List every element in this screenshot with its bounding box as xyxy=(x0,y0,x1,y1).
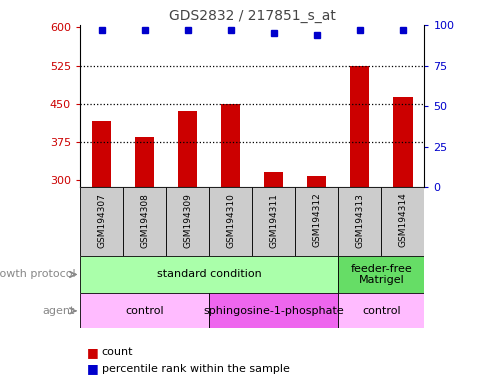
Bar xyxy=(295,187,337,255)
Bar xyxy=(380,187,424,255)
Bar xyxy=(393,98,412,187)
Text: feeder-free
Matrigel: feeder-free Matrigel xyxy=(350,264,411,285)
Text: GSM194307: GSM194307 xyxy=(97,193,106,248)
Bar xyxy=(337,187,380,255)
Bar xyxy=(91,121,111,187)
Bar xyxy=(306,175,326,187)
Text: agent: agent xyxy=(43,306,75,316)
Text: ■: ■ xyxy=(87,362,99,375)
Title: GDS2832 / 217851_s_at: GDS2832 / 217851_s_at xyxy=(168,8,335,23)
Text: standard condition: standard condition xyxy=(156,270,261,280)
Bar xyxy=(80,255,337,293)
Bar xyxy=(80,293,209,328)
Text: GSM194312: GSM194312 xyxy=(312,193,320,247)
Bar xyxy=(178,111,197,187)
Text: ■: ■ xyxy=(87,346,99,359)
Text: sphingosine-1-phosphate: sphingosine-1-phosphate xyxy=(203,306,343,316)
Bar xyxy=(80,187,123,255)
Bar xyxy=(135,137,154,187)
Bar xyxy=(337,255,424,293)
Text: GSM194313: GSM194313 xyxy=(355,193,363,248)
Bar xyxy=(123,187,166,255)
Bar xyxy=(221,104,240,187)
Bar xyxy=(166,187,209,255)
Text: GSM194309: GSM194309 xyxy=(183,193,192,248)
Text: GSM194310: GSM194310 xyxy=(226,193,235,248)
Text: count: count xyxy=(102,347,133,357)
Text: GSM194311: GSM194311 xyxy=(269,193,278,248)
Bar xyxy=(349,66,369,187)
Text: control: control xyxy=(125,306,164,316)
Text: GSM194314: GSM194314 xyxy=(397,193,407,247)
Text: GSM194308: GSM194308 xyxy=(140,193,149,248)
Bar xyxy=(209,187,252,255)
Text: percentile rank within the sample: percentile rank within the sample xyxy=(102,364,289,374)
Bar xyxy=(263,172,283,187)
Bar xyxy=(337,293,424,328)
Text: growth protocol: growth protocol xyxy=(0,270,75,280)
Bar xyxy=(209,293,337,328)
Text: control: control xyxy=(361,306,400,316)
Bar xyxy=(252,187,295,255)
